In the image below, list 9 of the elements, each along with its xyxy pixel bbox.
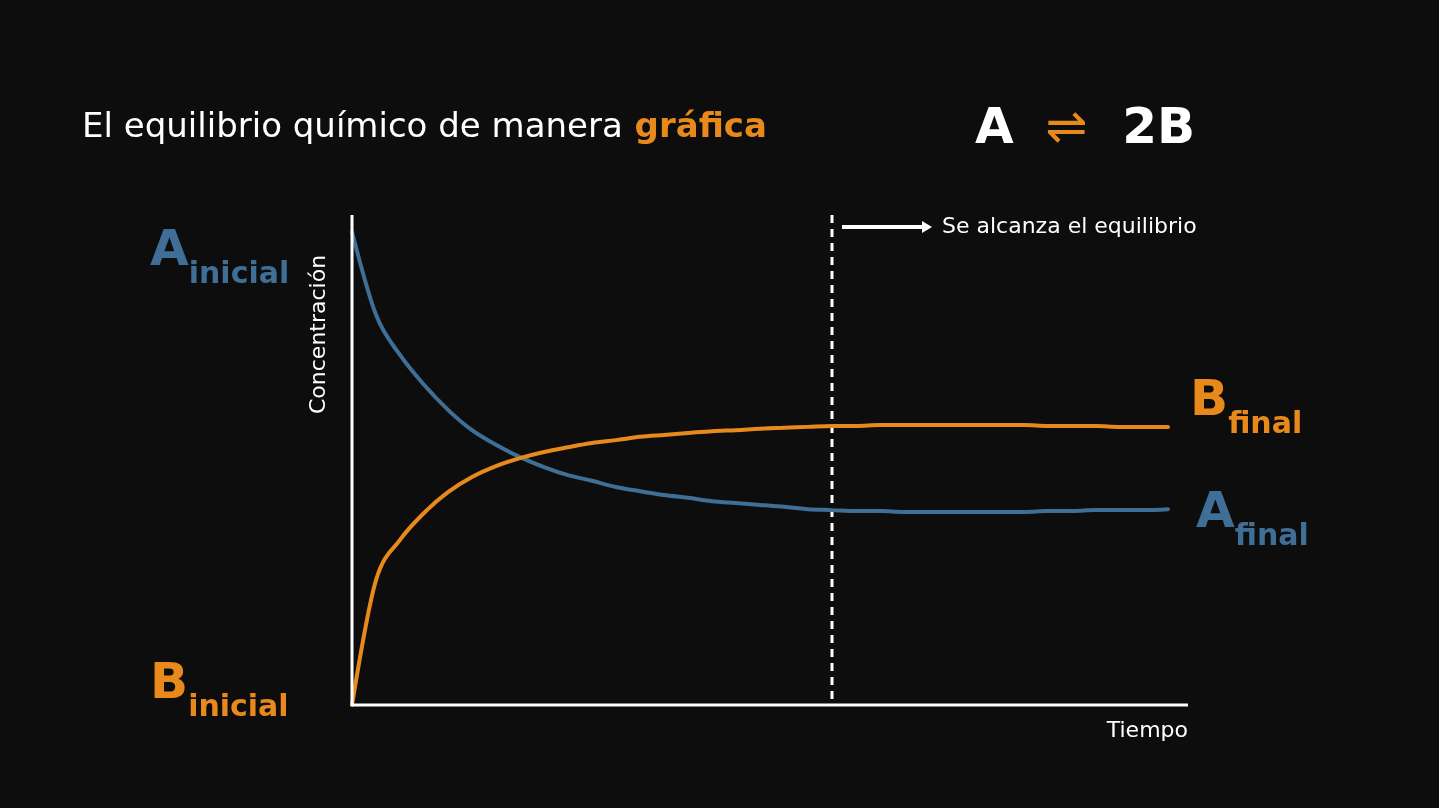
text: A$_{inicial}$ [150, 219, 290, 290]
annotation: Se alcanza el equilibrio [942, 213, 1197, 238]
x-axis-title: Tiempo [1105, 717, 1188, 742]
text: A ⇌ 2B [975, 97, 1196, 155]
text: B$_{inicial}$ [150, 652, 289, 723]
text: B$_{final}$ [1190, 369, 1303, 440]
text: A$_{final}$ [1196, 481, 1309, 552]
y-axis-title: Concentración [305, 254, 330, 414]
chart-title: El equilibrio químico de manera gráfica [82, 105, 767, 145]
